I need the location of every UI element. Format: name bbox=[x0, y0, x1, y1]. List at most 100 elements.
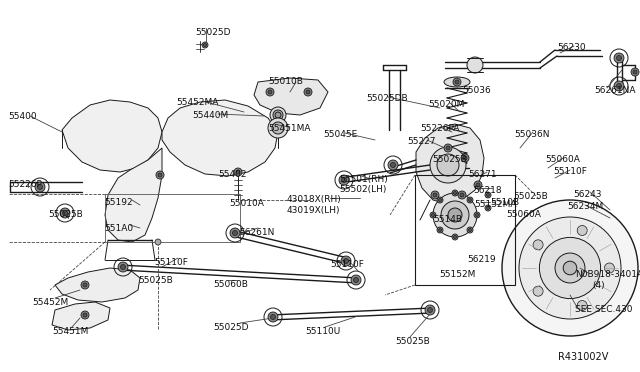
Text: 55451MA: 55451MA bbox=[268, 124, 310, 133]
Circle shape bbox=[614, 53, 624, 63]
Circle shape bbox=[438, 228, 442, 231]
Circle shape bbox=[158, 173, 162, 177]
Circle shape bbox=[270, 107, 286, 123]
Text: 55045E: 55045E bbox=[323, 130, 357, 139]
Circle shape bbox=[533, 286, 543, 296]
Circle shape bbox=[485, 192, 491, 198]
Text: 55192: 55192 bbox=[104, 198, 132, 207]
Circle shape bbox=[81, 311, 89, 319]
Circle shape bbox=[540, 237, 600, 299]
Text: 55402: 55402 bbox=[218, 170, 246, 179]
Text: 55152M: 55152M bbox=[439, 270, 476, 279]
Text: 55025B: 55025B bbox=[432, 155, 467, 164]
Text: 55152MA: 55152MA bbox=[474, 200, 516, 209]
Text: 56234M: 56234M bbox=[567, 202, 604, 211]
Text: 55036: 55036 bbox=[462, 86, 491, 95]
Text: 5510B: 5510B bbox=[490, 198, 519, 207]
Circle shape bbox=[433, 193, 437, 197]
Circle shape bbox=[202, 42, 208, 48]
Circle shape bbox=[614, 81, 624, 91]
Circle shape bbox=[616, 83, 621, 89]
Circle shape bbox=[273, 110, 283, 120]
Text: 55400: 55400 bbox=[8, 112, 36, 121]
Circle shape bbox=[232, 231, 237, 235]
Text: 5514B: 5514B bbox=[433, 215, 462, 224]
Text: 55110F: 55110F bbox=[330, 260, 364, 269]
Circle shape bbox=[555, 253, 585, 283]
Circle shape bbox=[604, 263, 614, 273]
Text: 55440M: 55440M bbox=[192, 111, 228, 120]
Circle shape bbox=[425, 305, 435, 315]
Circle shape bbox=[344, 259, 349, 263]
Circle shape bbox=[452, 190, 458, 196]
Circle shape bbox=[236, 170, 240, 174]
Circle shape bbox=[476, 214, 479, 217]
Circle shape bbox=[430, 212, 436, 218]
Circle shape bbox=[342, 177, 346, 183]
Circle shape bbox=[441, 201, 469, 229]
Text: R431002V: R431002V bbox=[558, 352, 609, 362]
Text: 55502(LH): 55502(LH) bbox=[339, 185, 387, 194]
Text: 55025B: 55025B bbox=[513, 192, 548, 201]
Text: 56219: 56219 bbox=[467, 255, 495, 264]
Text: 55060A: 55060A bbox=[545, 155, 580, 164]
Polygon shape bbox=[52, 302, 110, 330]
Circle shape bbox=[271, 314, 275, 320]
Circle shape bbox=[467, 197, 473, 203]
Circle shape bbox=[155, 239, 161, 245]
Text: 551A0: 551A0 bbox=[104, 224, 133, 233]
Text: 55010A: 55010A bbox=[229, 199, 264, 208]
Circle shape bbox=[351, 275, 361, 285]
Circle shape bbox=[577, 225, 587, 235]
Circle shape bbox=[35, 182, 45, 192]
Text: 56243: 56243 bbox=[573, 190, 602, 199]
Circle shape bbox=[63, 211, 67, 215]
Circle shape bbox=[461, 154, 469, 162]
Bar bbox=[415, 175, 515, 285]
Circle shape bbox=[467, 57, 483, 73]
Circle shape bbox=[268, 312, 278, 322]
Circle shape bbox=[388, 160, 398, 170]
Circle shape bbox=[268, 118, 288, 138]
Text: 55025B: 55025B bbox=[48, 210, 83, 219]
Circle shape bbox=[633, 70, 637, 74]
Circle shape bbox=[431, 191, 439, 199]
Text: 43019X(LH): 43019X(LH) bbox=[287, 206, 340, 215]
Circle shape bbox=[468, 199, 472, 202]
Circle shape bbox=[444, 144, 452, 152]
Polygon shape bbox=[254, 78, 328, 115]
Circle shape bbox=[230, 228, 240, 238]
Circle shape bbox=[468, 228, 472, 231]
Bar bbox=[105, 194, 240, 242]
Circle shape bbox=[83, 313, 87, 317]
Text: 55452MA: 55452MA bbox=[176, 98, 218, 107]
Circle shape bbox=[446, 146, 450, 150]
Circle shape bbox=[476, 183, 480, 187]
Circle shape bbox=[430, 147, 466, 183]
Circle shape bbox=[485, 205, 491, 211]
Text: 55025D: 55025D bbox=[213, 323, 248, 332]
Circle shape bbox=[616, 55, 621, 61]
Circle shape bbox=[120, 264, 125, 269]
Text: 55025DB: 55025DB bbox=[366, 94, 408, 103]
Circle shape bbox=[438, 199, 442, 202]
Circle shape bbox=[390, 163, 396, 167]
Text: 56230: 56230 bbox=[557, 43, 586, 52]
Polygon shape bbox=[416, 124, 484, 204]
Circle shape bbox=[272, 122, 284, 134]
Circle shape bbox=[454, 192, 456, 195]
Text: 55110U: 55110U bbox=[305, 327, 340, 336]
Text: 55226PA: 55226PA bbox=[420, 124, 460, 133]
Circle shape bbox=[431, 214, 435, 217]
Circle shape bbox=[474, 181, 482, 189]
Circle shape bbox=[458, 191, 466, 199]
Polygon shape bbox=[62, 100, 162, 172]
Circle shape bbox=[563, 261, 577, 275]
Text: 55060A: 55060A bbox=[506, 210, 541, 219]
Circle shape bbox=[234, 168, 242, 176]
Text: 56218: 56218 bbox=[473, 186, 502, 195]
Text: 55227: 55227 bbox=[407, 137, 435, 146]
Circle shape bbox=[275, 112, 281, 118]
Circle shape bbox=[486, 193, 490, 196]
Circle shape bbox=[467, 227, 473, 233]
